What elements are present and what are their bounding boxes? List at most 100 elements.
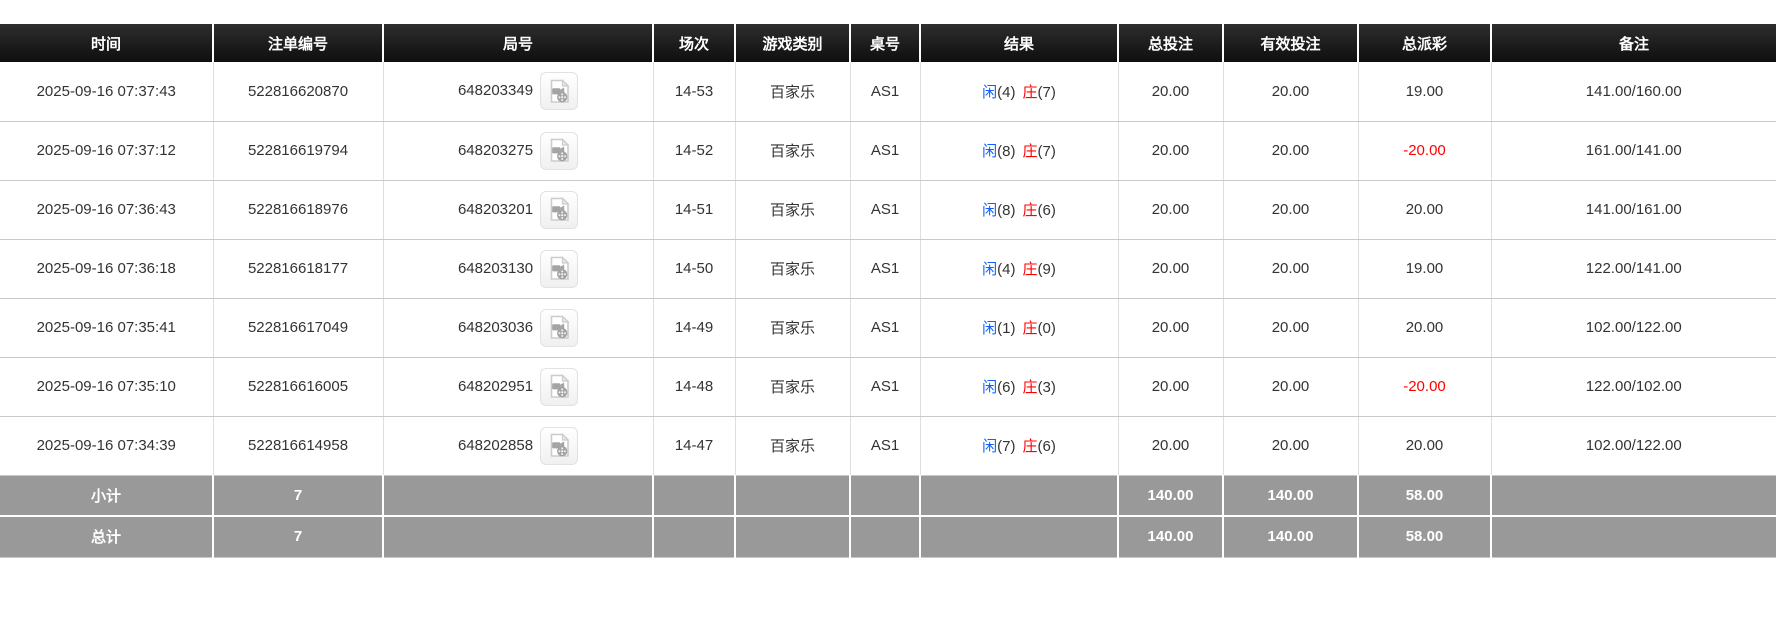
cell-table-no: AS1 <box>850 357 921 417</box>
cell-result: 闲(8) 庄(6) <box>920 180 1119 240</box>
result-banker-label: 庄 <box>1022 143 1038 160</box>
video-replay-button[interactable] <box>540 426 579 465</box>
result-banker-points: (7) <box>1037 83 1056 101</box>
cell-valid-bet: 20.00 <box>1223 298 1359 358</box>
result-banker-label: 庄 <box>1022 202 1038 219</box>
payout-value: -20.00 <box>1403 378 1446 395</box>
subtotal-label: 小计 <box>0 475 214 517</box>
result-player-points: (8) <box>997 143 1016 160</box>
table-summary: 小计 7 140.00 140.00 58.00 总计 7 1 <box>0 475 1776 558</box>
result-banker-label: 庄 <box>1022 379 1038 396</box>
round-id-text: 648203036 <box>457 318 534 336</box>
video-replay-button[interactable] <box>540 367 579 406</box>
cell-session: 14-52 <box>653 121 736 181</box>
col-header-total-bet: 总投注 <box>1118 24 1224 62</box>
table-body: 2025-09-16 07:37:43 522816620870 6482033… <box>0 62 1776 476</box>
result-player-label: 闲 <box>982 438 998 455</box>
cell-bet-id: 522816620870 <box>213 62 384 122</box>
cell-remark: 141.00/160.00 <box>1491 62 1776 122</box>
video-replay-button[interactable] <box>540 308 579 347</box>
cell-payout: 20.00 <box>1358 298 1492 358</box>
result-player-label: 闲 <box>982 379 998 396</box>
cell-table-no: AS1 <box>850 121 921 181</box>
cell-result: 闲(6) 庄(3) <box>920 357 1119 417</box>
cell-remark: 102.00/122.00 <box>1491 298 1776 358</box>
result-banker-points: (9) <box>1037 261 1056 278</box>
round-id-text: 648202951 <box>457 377 534 395</box>
video-record-icon <box>550 374 569 398</box>
cell-table-no: AS1 <box>850 62 921 122</box>
cell-result: 闲(4) 庄(9) <box>920 239 1119 299</box>
cell-session: 14-47 <box>653 416 736 476</box>
cell-session: 14-53 <box>653 62 736 122</box>
cell-payout: 20.00 <box>1358 180 1492 240</box>
result-banker-label: 庄 <box>1022 83 1038 101</box>
result-player-label: 闲 <box>982 143 998 160</box>
cell-result: 闲(8) 庄(7) <box>920 121 1119 181</box>
subtotal-empty-cell <box>735 475 851 517</box>
cell-time: 2025-09-16 07:36:43 <box>0 180 214 240</box>
payout-value: 20.00 <box>1405 201 1444 218</box>
cell-bet-id: 522816614958 <box>213 416 384 476</box>
result-banker-points: (6) <box>1037 202 1056 219</box>
cell-table-no: AS1 <box>850 298 921 358</box>
cell-total-bet: 20.00 <box>1118 121 1224 181</box>
col-header-payout: 总派彩 <box>1358 24 1492 62</box>
video-record-icon <box>550 197 569 221</box>
cell-remark: 161.00/141.00 <box>1491 121 1776 181</box>
cell-payout: -20.00 <box>1358 357 1492 417</box>
cell-payout: 20.00 <box>1358 416 1492 476</box>
round-id-text: 648203275 <box>457 141 534 159</box>
cell-time: 2025-09-16 07:37:12 <box>0 121 214 181</box>
subtotal-empty-cell <box>383 475 654 517</box>
payout-value: 19.00 <box>1405 260 1444 277</box>
total-empty-cell <box>653 516 736 558</box>
subtotal-count: 7 <box>213 475 384 517</box>
round-id-text: 648203349 <box>457 82 534 100</box>
cell-bet-id: 522816616005 <box>213 357 384 417</box>
result-player-points: (4) <box>997 83 1016 101</box>
cell-total-bet: 20.00 <box>1118 239 1224 299</box>
cell-bet-id: 522816618177 <box>213 239 384 299</box>
cell-valid-bet: 20.00 <box>1223 121 1359 181</box>
col-header-bet-id: 注单编号 <box>213 24 384 62</box>
cell-total-bet: 20.00 <box>1118 180 1224 240</box>
subtotal-payout: 58.00 <box>1358 475 1492 517</box>
table-row: 2025-09-16 07:36:18 522816618177 6482031… <box>0 239 1776 299</box>
cell-session: 14-48 <box>653 357 736 417</box>
cell-remark: 141.00/161.00 <box>1491 180 1776 240</box>
payout-value: 20.00 <box>1405 437 1444 454</box>
cell-bet-id: 522816617049 <box>213 298 384 358</box>
round-id-text: 648203130 <box>457 259 534 277</box>
video-replay-button[interactable] <box>540 72 579 111</box>
video-replay-button[interactable] <box>540 190 579 229</box>
total-valid-bet: 140.00 <box>1223 516 1359 558</box>
result-player-points: (8) <box>997 202 1016 219</box>
result-banker-points: (0) <box>1037 320 1056 337</box>
cell-time: 2025-09-16 07:37:43 <box>0 62 214 122</box>
bet-history-table: 时间 注单编号 局号 场次 游戏类别 桌号 结果 总投注 有效投注 总派彩 备注… <box>0 24 1776 558</box>
total-count: 7 <box>213 516 384 558</box>
total-total-bet: 140.00 <box>1118 516 1224 558</box>
round-id-text: 648202858 <box>457 436 534 454</box>
subtotal-row: 小计 7 140.00 140.00 58.00 <box>0 475 1776 517</box>
cell-valid-bet: 20.00 <box>1223 62 1359 122</box>
subtotal-empty-cell <box>850 475 921 517</box>
result-banker-label: 庄 <box>1022 320 1038 337</box>
cell-payout: 19.00 <box>1358 62 1492 122</box>
cell-table-no: AS1 <box>850 239 921 299</box>
result-player-label: 闲 <box>982 83 998 101</box>
cell-table-no: AS1 <box>850 416 921 476</box>
total-payout: 58.00 <box>1358 516 1492 558</box>
video-replay-button[interactable] <box>540 131 579 170</box>
cell-game-type: 百家乐 <box>735 357 851 417</box>
video-replay-button[interactable] <box>540 249 579 288</box>
subtotal-total-bet: 140.00 <box>1118 475 1224 517</box>
col-header-game-type: 游戏类别 <box>735 24 851 62</box>
cell-total-bet: 20.00 <box>1118 62 1224 122</box>
result-player-label: 闲 <box>982 202 998 219</box>
cell-bet-id: 522816618976 <box>213 180 384 240</box>
result-banker-points: (3) <box>1037 379 1056 396</box>
cell-game-type: 百家乐 <box>735 416 851 476</box>
cell-round-id: 648203275 <box>383 121 654 181</box>
